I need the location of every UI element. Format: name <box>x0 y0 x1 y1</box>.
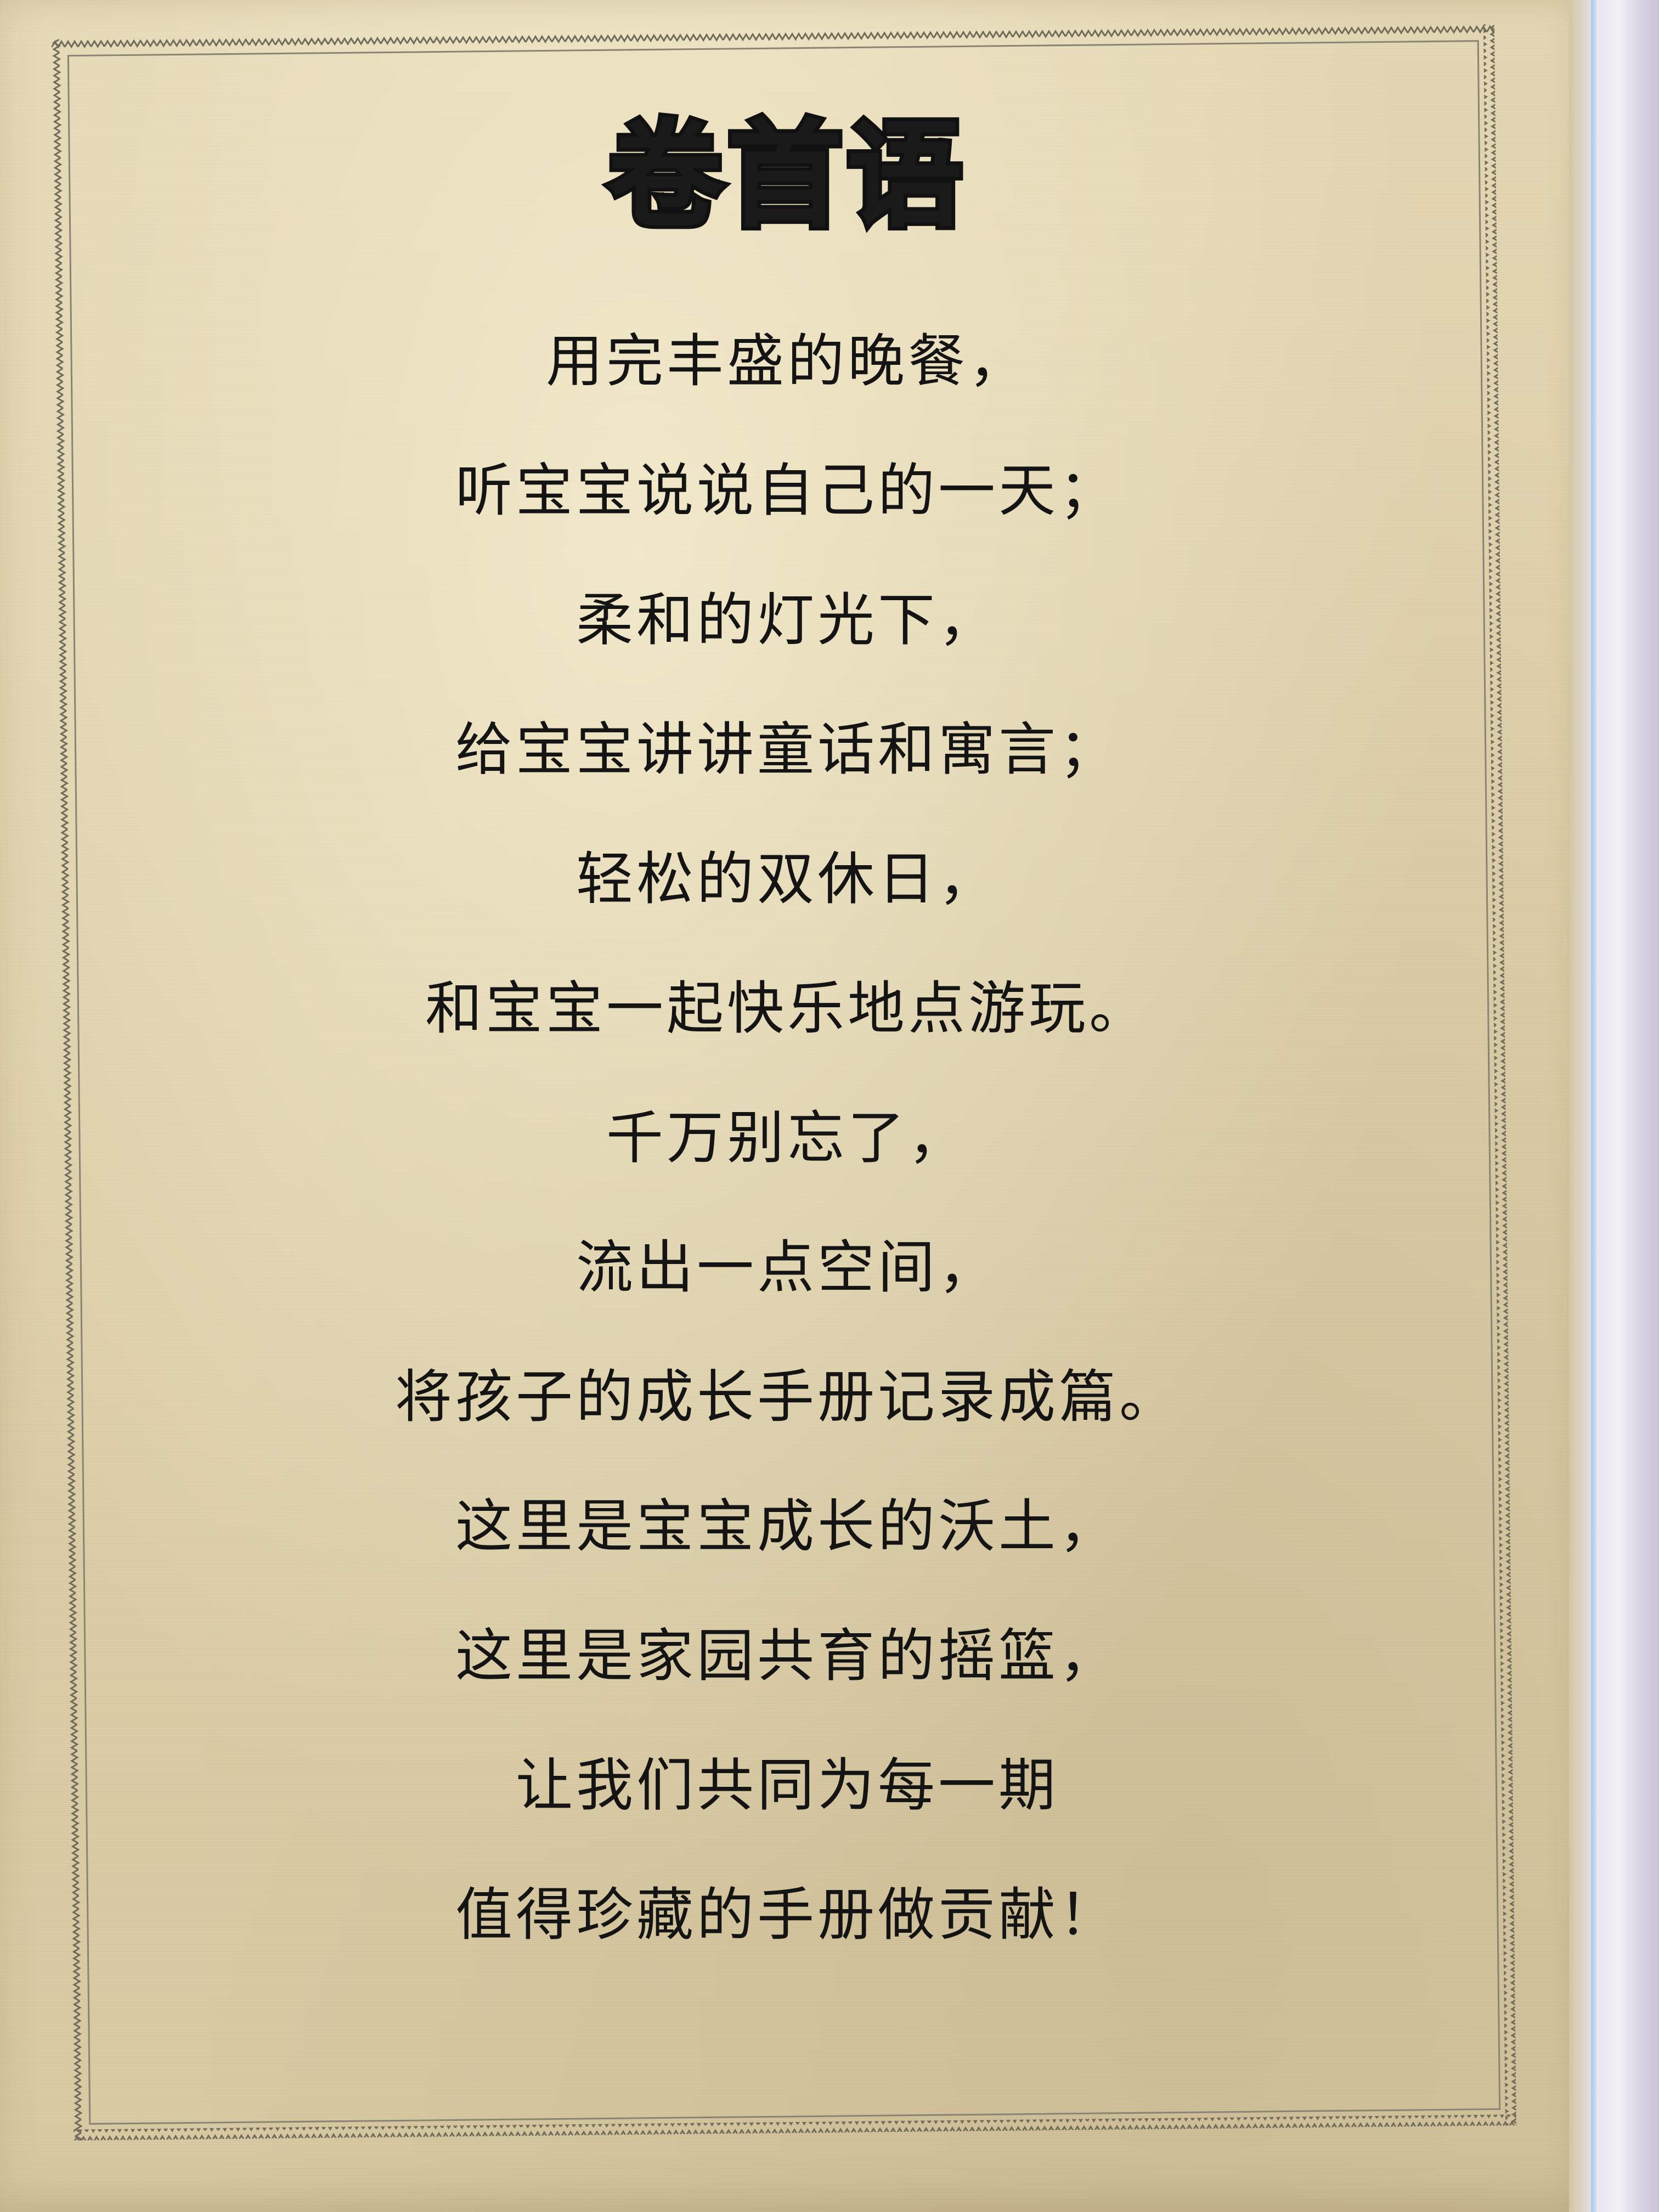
poem-line: 这里是家园共育的摇篮， <box>455 1622 1119 1689</box>
poem-line: 值得珍藏的手册做贡献！ <box>455 1881 1119 1948</box>
page-title: 卷首语 <box>604 105 967 247</box>
poem-line: 给宝宝讲讲童话和寓言； <box>455 716 1119 783</box>
poem-line: 轻松的双休日， <box>575 845 998 912</box>
poem-line: 这里是宝宝成长的沃土， <box>455 1493 1119 1560</box>
poem-line: 流出一点空间， <box>575 1234 998 1301</box>
album-binding <box>1569 0 1659 2212</box>
poem-line: 千万别忘了， <box>606 1104 968 1171</box>
zigzag-border-icon <box>52 24 1516 2141</box>
poem-line: 用完丰盛的晚餐， <box>545 328 1029 394</box>
poem-line: 听宝宝说说自己的一天； <box>455 457 1119 524</box>
poem-line: 和宝宝一起快乐地点游玩。 <box>425 975 1149 1042</box>
poem-line: 将孩子的成长手册记录成篇。 <box>394 1363 1180 1430</box>
paper-sheet <box>0 0 1594 2212</box>
decorative-border <box>52 24 1516 2141</box>
poem-line: 让我们共同为每一期 <box>515 1752 1059 1819</box>
poem-lines: 用完丰盛的晚餐， 听宝宝说说自己的一天； 柔和的灯光下， 给宝宝讲讲童话和寓言；… <box>0 296 1575 1979</box>
sheet-protector-edge <box>1591 0 1596 2212</box>
poem-line: 柔和的灯光下， <box>575 586 998 653</box>
